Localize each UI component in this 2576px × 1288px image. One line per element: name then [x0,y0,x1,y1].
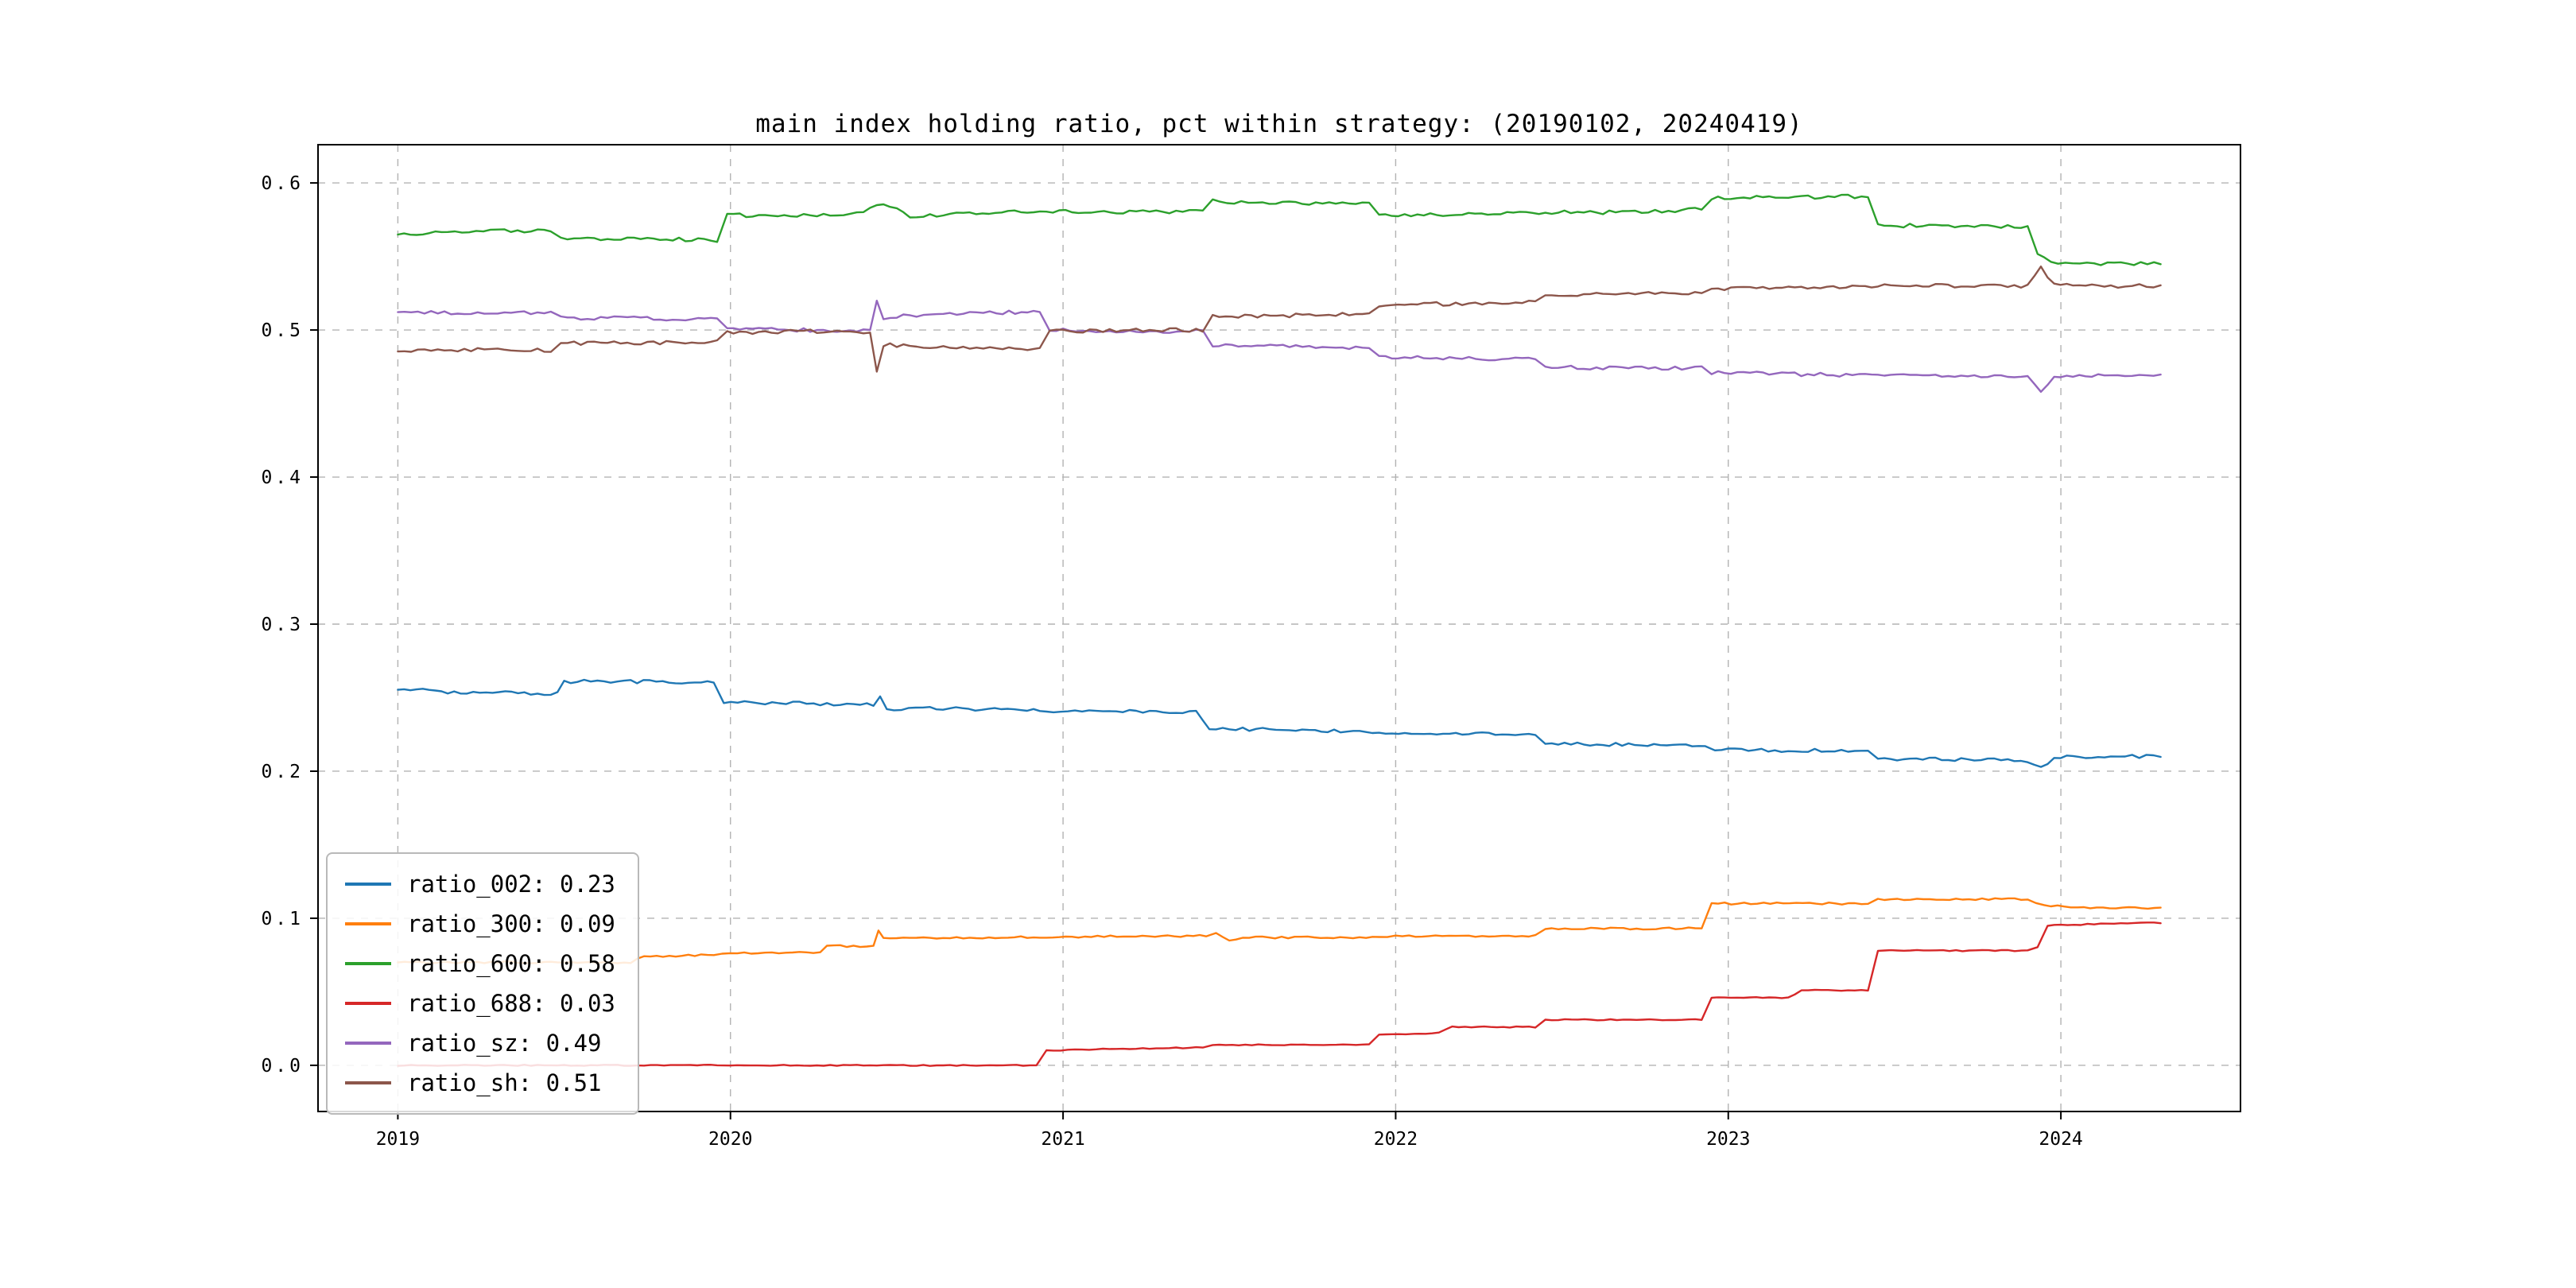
legend-line-sample [345,922,391,925]
legend-item: ratio_300: 0.09 [345,906,615,941]
legend-label: ratio_002: 0.23 [407,871,615,898]
x-tick-label: 2023 [1706,1129,1750,1150]
legend-line-sample [345,1042,391,1045]
x-tick-label: 2020 [708,1129,752,1150]
series-line-ratio_600 [397,193,2162,266]
legend-item: ratio_600: 0.58 [345,946,615,981]
y-tick-label: 0.3 [261,615,304,635]
y-tick-label: 0.6 [261,173,304,194]
legend-item: ratio_688: 0.03 [345,986,615,1021]
tick-labels: 2019 2020 2021 2022 2023 2024 0.0 0.1 0.2 0.3 0.4 0… [261,173,2082,1150]
legend-line-sample [345,962,391,965]
legend-label: ratio_300: 0.09 [407,910,615,937]
series-line-ratio_300 [397,897,2162,964]
series-lines [397,193,2162,1067]
legend-item: ratio_sh: 0.51 [345,1065,615,1100]
y-tick-label: 0.0 [261,1056,304,1077]
legend-label: ratio_688: 0.03 [407,990,615,1017]
grid [318,145,2240,1111]
axes-frame [317,144,2241,1112]
series-line-ratio_sz [397,300,2162,393]
y-tick-label: 0.5 [261,320,304,341]
x-tick-label: 2022 [1374,1129,1418,1150]
legend-label: ratio_sh: 0.51 [407,1069,602,1096]
legend-line-sample [345,1081,391,1084]
series-line-ratio_sh [397,266,2162,373]
chart-title: main index holding ratio, pct within str… [755,110,1803,138]
x-tick-label: 2024 [2039,1129,2082,1150]
legend-line-sample [345,1002,391,1005]
legend-item: ratio_sz: 0.49 [345,1026,615,1061]
x-tick-label: 2019 [376,1129,420,1150]
y-tick-label: 0.2 [261,762,304,782]
legend-item: ratio_002: 0.23 [345,867,615,902]
x-tick-label: 2021 [1041,1129,1084,1150]
legend-line-sample [345,883,391,886]
legend: ratio_002: 0.23 ratio_300: 0.09 ratio_600:… [326,852,639,1115]
series-line-ratio_688 [397,921,2162,1067]
legend-label: ratio_600: 0.58 [407,950,615,977]
series-line-ratio_002 [397,678,2162,768]
legend-label: ratio_sz: 0.49 [407,1030,602,1057]
y-tick-label: 0.4 [261,467,304,488]
y-tick-label: 0.1 [261,909,304,929]
